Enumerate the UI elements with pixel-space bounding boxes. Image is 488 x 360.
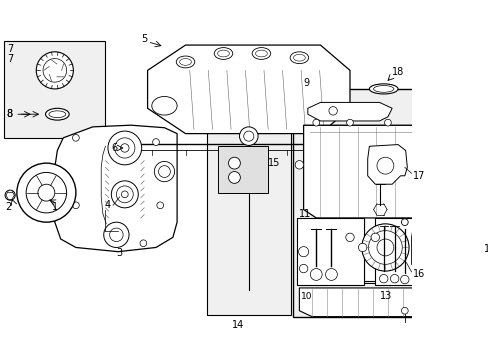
Text: 5: 5 [142, 34, 148, 44]
Text: 7: 7 [7, 54, 13, 64]
Ellipse shape [252, 48, 270, 59]
Text: 12: 12 [483, 244, 488, 254]
Circle shape [243, 131, 253, 141]
Circle shape [121, 191, 128, 198]
Text: 2: 2 [5, 202, 11, 212]
Text: 6: 6 [111, 143, 117, 153]
Text: 13: 13 [379, 291, 391, 301]
Circle shape [298, 247, 308, 257]
Circle shape [379, 274, 387, 283]
Circle shape [152, 139, 159, 145]
Circle shape [116, 186, 133, 203]
Text: 16: 16 [412, 269, 425, 279]
Polygon shape [411, 226, 445, 273]
Polygon shape [299, 288, 421, 317]
Circle shape [17, 163, 76, 222]
Ellipse shape [179, 59, 191, 65]
Circle shape [376, 157, 393, 174]
Circle shape [72, 202, 79, 209]
Circle shape [140, 240, 146, 247]
Circle shape [43, 59, 66, 82]
Circle shape [121, 144, 129, 152]
Circle shape [401, 307, 407, 314]
Circle shape [312, 119, 319, 126]
Bar [296, 218, 364, 285]
Circle shape [346, 119, 353, 126]
Circle shape [157, 202, 163, 209]
Polygon shape [436, 220, 454, 232]
Ellipse shape [373, 86, 393, 92]
Text: 3: 3 [116, 248, 122, 258]
Ellipse shape [176, 56, 194, 68]
Circle shape [310, 269, 322, 280]
Polygon shape [367, 145, 407, 184]
Circle shape [345, 233, 353, 242]
Text: 14: 14 [231, 320, 244, 330]
Circle shape [299, 264, 307, 273]
Text: 7: 7 [7, 44, 13, 54]
Text: 10: 10 [301, 292, 312, 301]
Bar [206, 117, 290, 315]
Bar [364, 129, 407, 281]
Circle shape [154, 161, 174, 182]
Bar [4, 41, 105, 138]
Text: 1: 1 [52, 202, 58, 212]
Circle shape [103, 222, 129, 247]
Text: 8: 8 [7, 109, 13, 119]
Circle shape [108, 131, 142, 165]
Bar [217, 146, 267, 193]
Ellipse shape [293, 54, 305, 61]
Text: 17: 17 [412, 171, 425, 181]
Bar [293, 89, 488, 317]
Bar [364, 161, 410, 283]
Circle shape [401, 219, 407, 226]
Circle shape [239, 127, 258, 145]
Text: 4: 4 [104, 200, 110, 210]
Circle shape [368, 231, 402, 264]
Bar [358, 155, 408, 285]
Circle shape [400, 275, 408, 284]
Ellipse shape [45, 108, 69, 120]
Circle shape [468, 119, 475, 126]
Circle shape [26, 172, 66, 213]
Circle shape [384, 119, 390, 126]
Circle shape [295, 161, 303, 169]
Ellipse shape [289, 52, 308, 64]
Circle shape [228, 157, 240, 169]
Circle shape [426, 119, 432, 126]
Text: 15: 15 [267, 158, 280, 168]
Circle shape [361, 224, 408, 271]
Circle shape [358, 243, 366, 252]
Circle shape [5, 190, 15, 200]
Text: 11: 11 [298, 209, 310, 219]
Circle shape [36, 52, 73, 89]
Circle shape [115, 138, 135, 158]
Circle shape [111, 181, 138, 208]
Ellipse shape [217, 50, 229, 57]
Bar [364, 134, 407, 281]
Polygon shape [303, 125, 488, 218]
Circle shape [325, 269, 337, 280]
Text: 18: 18 [391, 67, 404, 77]
Polygon shape [147, 45, 349, 134]
Polygon shape [307, 102, 391, 121]
Circle shape [390, 274, 398, 283]
Circle shape [370, 233, 379, 242]
Polygon shape [55, 125, 177, 252]
Ellipse shape [49, 111, 66, 118]
Circle shape [376, 239, 393, 256]
Text: 9: 9 [303, 78, 309, 88]
Circle shape [158, 166, 170, 177]
Ellipse shape [368, 84, 397, 94]
Circle shape [72, 134, 79, 141]
Ellipse shape [151, 96, 177, 115]
Ellipse shape [255, 50, 267, 57]
Circle shape [109, 228, 123, 242]
Ellipse shape [214, 48, 232, 59]
Circle shape [38, 184, 55, 201]
Circle shape [328, 107, 337, 115]
Circle shape [228, 172, 240, 183]
Text: 8: 8 [7, 109, 13, 119]
Bar [374, 218, 475, 285]
